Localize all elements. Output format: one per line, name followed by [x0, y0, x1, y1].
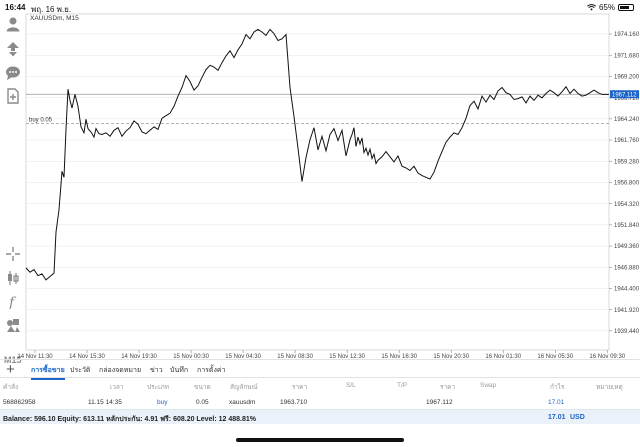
- status-right: 65%: [587, 3, 634, 12]
- y-tick-label: 1951.840: [614, 223, 640, 229]
- col-type: ประเภท: [147, 384, 169, 391]
- battery-icon: [618, 4, 634, 11]
- col-tp: T/P: [397, 382, 408, 389]
- tab-mailbox[interactable]: กล่องจดหมาย: [99, 367, 142, 374]
- y-tick-label: 1964.240: [614, 117, 640, 123]
- y-tick-label: 1956.800: [614, 181, 640, 187]
- x-tick-label: 14 Nov 15:30: [69, 354, 105, 359]
- y-tick-label: 1966.720: [614, 96, 640, 102]
- chart-frame: [25, 13, 610, 351]
- order-line-label: buy 0.05: [29, 117, 53, 123]
- tab-history[interactable]: ประวัติ: [70, 367, 91, 374]
- col-swap: Swap: [480, 382, 497, 389]
- wifi-icon: [587, 4, 596, 11]
- balance-currency: USD: [570, 414, 585, 421]
- new-order-icon[interactable]: [4, 87, 22, 105]
- status-bar: 16:44 พฤ. 16 พ.ย. 65%: [0, 0, 640, 14]
- home-indicator[interactable]: [236, 438, 404, 442]
- y-tick-label: 1949.360: [614, 244, 640, 250]
- trade-arrows-icon[interactable]: [4, 40, 22, 58]
- cell-profit: 17.01: [548, 399, 565, 406]
- tab-journal[interactable]: บันทึก: [170, 367, 189, 374]
- price-chart[interactable]: 1974.160 1971.680 1969.200 1966.720 1964.240…: [0, 0, 640, 359]
- col-profit: กำไร: [550, 384, 565, 391]
- status-time: 16:44: [5, 3, 26, 12]
- col-order: คำสั่ง: [3, 384, 19, 391]
- cell-type: buy: [157, 399, 168, 406]
- y-tick-label: 1974.160: [614, 32, 640, 38]
- current-price-label: 1967.112: [612, 93, 637, 99]
- add-icon[interactable]: +: [6, 361, 15, 378]
- status-date: พฤ. 16 พ.ย.: [31, 5, 72, 14]
- y-tick-label: 1959.280: [614, 159, 640, 165]
- col-sl: S/L: [346, 382, 356, 389]
- tab-trade[interactable]: การซื้อขาย: [31, 365, 65, 380]
- tab-news[interactable]: ข่าว: [150, 367, 163, 374]
- col-symbol: สัญลักษณ์: [230, 384, 258, 391]
- col-comment: หมายเหตุ: [596, 384, 623, 391]
- x-tick-label: 15 Nov 04:30: [225, 354, 261, 359]
- y-tick-label: 1939.440: [614, 329, 640, 335]
- y-tick-label: 1961.760: [614, 138, 640, 144]
- x-tick-label: 15 Nov 08:30: [277, 354, 313, 359]
- col-price: ราคา: [292, 384, 308, 391]
- left-toolbar: f: [0, 14, 26, 356]
- terminal-tabs: + การซื้อขาย ประวัติ กล่องจดหมาย ข่าว บั…: [0, 359, 640, 380]
- indicators-icon[interactable]: f: [4, 292, 22, 310]
- x-tick-label: 16 Nov 09:30: [589, 354, 625, 359]
- balance-profit: 17.01: [548, 414, 566, 421]
- col-size: ขนาด: [194, 384, 211, 391]
- x-tick-label: 14 Nov 19:30: [121, 354, 157, 359]
- cell-price: 1963.710: [280, 399, 308, 406]
- y-tick-label: 1971.680: [614, 53, 640, 59]
- chat-icon[interactable]: [4, 64, 22, 82]
- balance-summary: Balance: 596.10 Equity: 613.11 หลักประกั…: [3, 416, 256, 423]
- col-current-price: ราคา: [440, 384, 456, 391]
- balance-bar: Balance: 596.10 Equity: 613.11 หลักประกั…: [0, 409, 640, 424]
- timeframe-button[interactable]: M15: [4, 355, 22, 365]
- y-tick-label: 1954.320: [614, 202, 640, 208]
- cell-order: 568862958: [3, 399, 36, 406]
- y-tick-label: 1946.880: [614, 265, 640, 271]
- cell-current-price: 1967.112: [426, 399, 453, 406]
- y-tick-label: 1969.200: [614, 75, 640, 81]
- x-tick-label: 14 Nov 11:30: [17, 354, 53, 359]
- objects-icon[interactable]: [4, 316, 22, 334]
- price-line: [25, 28, 609, 281]
- x-tick-label: 15 Nov 00:30: [173, 354, 209, 359]
- cell-size: 0.05: [196, 399, 209, 406]
- x-tick-label: 15 Nov 16:30: [381, 354, 417, 359]
- x-tick-label: 15 Nov 12:30: [329, 354, 365, 359]
- crosshair-icon[interactable]: [4, 245, 22, 263]
- y-tick-label: 1944.400: [614, 287, 640, 293]
- svg-text:f: f: [8, 295, 17, 309]
- current-price-tag: [610, 90, 639, 99]
- x-tick-label: 16 Nov 05:30: [537, 354, 573, 359]
- tab-settings[interactable]: การตั้งค่า: [197, 367, 226, 374]
- y-tick-label: 1941.920: [614, 308, 640, 314]
- chart-symbol-label: XAUUSDm, M15: [30, 15, 79, 22]
- col-time: เวลา: [110, 384, 124, 391]
- cell-symbol: xauusdm: [229, 399, 256, 406]
- x-tick-label: 16 Nov 01:30: [485, 354, 521, 359]
- x-tick-label: 15 Nov 20:30: [433, 354, 469, 359]
- cell-time: 11.15 14:35: [88, 399, 122, 406]
- battery-percent: 65%: [598, 3, 615, 12]
- candles-icon[interactable]: [4, 269, 22, 287]
- account-icon[interactable]: [4, 15, 22, 33]
